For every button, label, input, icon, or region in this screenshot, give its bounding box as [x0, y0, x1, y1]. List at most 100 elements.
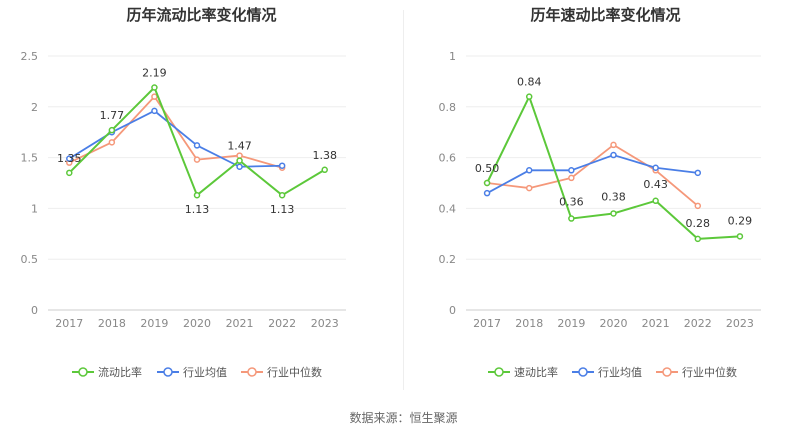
y-tick-label: 0.2: [439, 253, 457, 266]
data-point: [193, 156, 201, 163]
y-tick-label: 0: [449, 304, 456, 317]
data-point: [610, 141, 617, 149]
data-point: [66, 169, 73, 177]
quick-ratio-panel: 历年速动比率变化情况 0 0.2 0.4 0.6 0.8 1 2017 2018 2019 202…: [404, 0, 807, 400]
data-label: 2.19: [142, 66, 167, 79]
data-label: 1.13: [185, 203, 210, 216]
legend-item: 行业均值: [157, 366, 227, 379]
legend-label: 速动比率: [514, 365, 558, 379]
x-tick-label: 2018: [98, 317, 126, 330]
x-tick-label: 2017: [55, 317, 83, 330]
x-tick-label: 2021: [226, 317, 254, 330]
data-point: [652, 164, 659, 172]
data-label: 1.47: [227, 140, 252, 153]
legend-marker: [163, 367, 173, 377]
data-point: [321, 166, 328, 174]
x-tick-label: 2022: [268, 317, 296, 330]
data-point: [610, 210, 617, 217]
data-point: [568, 215, 575, 222]
data-label: 0.43: [643, 178, 668, 191]
legend-marker: [494, 367, 504, 377]
data-label: 1.13: [270, 203, 295, 216]
data-point: [694, 202, 702, 210]
series-line: [68, 86, 326, 197]
data-label: 0.50: [475, 162, 500, 175]
data-label: 1.35: [57, 152, 82, 165]
data-point: [236, 163, 243, 170]
x-tick-label: 2017: [473, 317, 501, 330]
current-ratio-chart: 0 0.5 1 1.5 2 2.5 2017 2018 2019 2020 2021 2022 2023…: [21, 50, 346, 379]
legend-item: 速动比率: [488, 365, 558, 379]
y-tick-label: 0: [31, 304, 38, 317]
data-label: 0.84: [517, 76, 542, 89]
data-point: [483, 189, 491, 197]
data-point: [193, 191, 201, 199]
legend-label: 行业均值: [598, 366, 642, 379]
x-tick-label: 2020: [183, 317, 211, 330]
panel-divider: [403, 10, 404, 390]
data-point: [525, 167, 533, 174]
y-tick-label: 0.6: [439, 152, 457, 165]
data-point: [151, 84, 158, 91]
data-point: [108, 139, 116, 146]
data-label: 1.77: [100, 109, 125, 122]
data-label: 0.28: [686, 217, 711, 230]
legend-item: 行业中位数: [656, 365, 737, 379]
current-ratio-panel: 历年流动比率变化情况 0 0.5 1 1.5 2 2.5 2017 2018 2019 2020 2…: [0, 0, 403, 400]
chart-title: 历年流动比率变化情况: [126, 6, 277, 24]
legend-item: 流动比率: [72, 365, 142, 379]
legend-marker: [78, 367, 88, 377]
data-point: [483, 179, 491, 187]
x-tick-label: 2023: [311, 317, 339, 330]
x-tick-label: 2019: [557, 317, 585, 330]
quick-ratio-chart: 0 0.2 0.4 0.6 0.8 1 2017 2018 2019 2020 2021 2022 20…: [439, 50, 761, 379]
y-tick-label: 1: [449, 50, 456, 63]
legend-label: 流动比率: [98, 365, 142, 379]
chart-title: 历年速动比率变化情况: [530, 6, 681, 24]
data-point: [694, 235, 702, 243]
legend-item: 行业中位数: [241, 365, 322, 379]
data-point: [278, 191, 286, 199]
legend-label: 行业中位数: [267, 365, 322, 379]
data-point: [66, 155, 73, 162]
y-tick-label: 0.8: [439, 101, 457, 114]
data-label: 0.38: [601, 190, 626, 203]
y-tick-label: 2: [31, 101, 38, 114]
legend-marker: [247, 367, 257, 377]
data-source: 数据来源：恒生聚源: [349, 411, 458, 425]
data-point: [610, 151, 617, 159]
data-point: [525, 93, 533, 100]
data-point: [652, 197, 659, 205]
data-point: [236, 152, 243, 159]
data-point: [736, 233, 744, 240]
x-tick-label: 2021: [642, 317, 670, 330]
x-tick-label: 2023: [726, 317, 754, 330]
y-tick-label: 1.5: [21, 152, 39, 165]
y-tick-label: 2.5: [21, 50, 39, 63]
y-tick-label: 0.5: [21, 253, 39, 266]
data-point: [151, 93, 158, 100]
x-tick-label: 2022: [684, 317, 712, 330]
legend-item: 行业均值: [572, 366, 642, 379]
data-point: [568, 174, 575, 182]
data-point: [694, 169, 702, 177]
x-tick-label: 2020: [600, 317, 628, 330]
y-tick-label: 1: [31, 202, 38, 215]
x-tick-label: 2018: [515, 317, 543, 330]
data-point: [193, 142, 201, 149]
data-label: 0.36: [559, 196, 584, 209]
data-point: [108, 126, 116, 134]
data-point: [525, 184, 533, 192]
data-point: [568, 167, 575, 174]
legend-label: 行业均值: [183, 366, 227, 379]
legend-marker: [662, 367, 672, 377]
series-line: [486, 143, 699, 207]
legend-marker: [578, 367, 588, 377]
x-tick-label: 2019: [140, 317, 168, 330]
legend-label: 行业中位数: [682, 365, 737, 379]
data-label: 0.29: [728, 214, 753, 227]
data-point: [151, 107, 158, 115]
data-point: [278, 162, 286, 169]
data-label: 1.38: [312, 149, 337, 162]
series-line: [68, 95, 283, 169]
